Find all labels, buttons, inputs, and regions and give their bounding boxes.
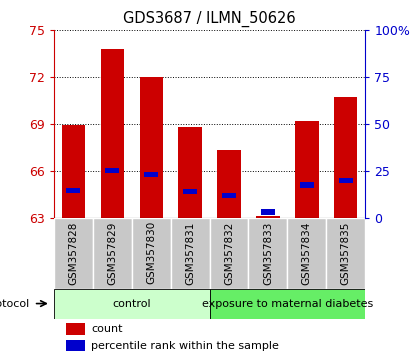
Bar bbox=[300, 182, 314, 188]
Text: GSM357832: GSM357832 bbox=[224, 221, 234, 285]
Text: exposure to maternal diabetes: exposure to maternal diabetes bbox=[202, 298, 373, 309]
Bar bbox=[334, 97, 357, 218]
Bar bbox=[256, 216, 280, 218]
Text: GSM357830: GSM357830 bbox=[146, 221, 156, 285]
Text: GSM357829: GSM357829 bbox=[107, 221, 117, 285]
Bar bbox=[132, 218, 171, 289]
Bar bbox=[66, 340, 85, 351]
Text: count: count bbox=[91, 324, 123, 334]
Bar bbox=[178, 127, 202, 218]
Bar bbox=[295, 121, 319, 218]
Bar bbox=[93, 218, 132, 289]
Bar bbox=[66, 188, 81, 193]
Text: GSM357828: GSM357828 bbox=[68, 221, 78, 285]
Bar bbox=[144, 172, 158, 177]
Bar bbox=[261, 210, 275, 215]
Bar bbox=[249, 218, 287, 289]
Bar bbox=[101, 49, 124, 218]
Text: control: control bbox=[112, 298, 151, 309]
Text: GSM357831: GSM357831 bbox=[185, 221, 195, 285]
Bar bbox=[171, 218, 210, 289]
Title: GDS3687 / ILMN_50626: GDS3687 / ILMN_50626 bbox=[123, 11, 296, 27]
Text: GSM357835: GSM357835 bbox=[341, 221, 351, 285]
Bar bbox=[54, 218, 93, 289]
Bar bbox=[105, 168, 120, 173]
Text: GSM357834: GSM357834 bbox=[302, 221, 312, 285]
Bar bbox=[326, 218, 365, 289]
Bar bbox=[217, 150, 241, 218]
Bar bbox=[222, 193, 236, 198]
Text: percentile rank within the sample: percentile rank within the sample bbox=[91, 341, 279, 350]
Bar bbox=[139, 77, 163, 218]
Bar bbox=[210, 289, 365, 319]
Bar bbox=[62, 125, 85, 218]
Bar bbox=[339, 178, 353, 183]
Bar bbox=[66, 323, 85, 335]
Bar bbox=[210, 218, 249, 289]
Text: protocol: protocol bbox=[0, 298, 29, 309]
Bar bbox=[287, 218, 326, 289]
Bar bbox=[183, 189, 197, 194]
Text: GSM357833: GSM357833 bbox=[263, 221, 273, 285]
Bar bbox=[54, 289, 210, 319]
